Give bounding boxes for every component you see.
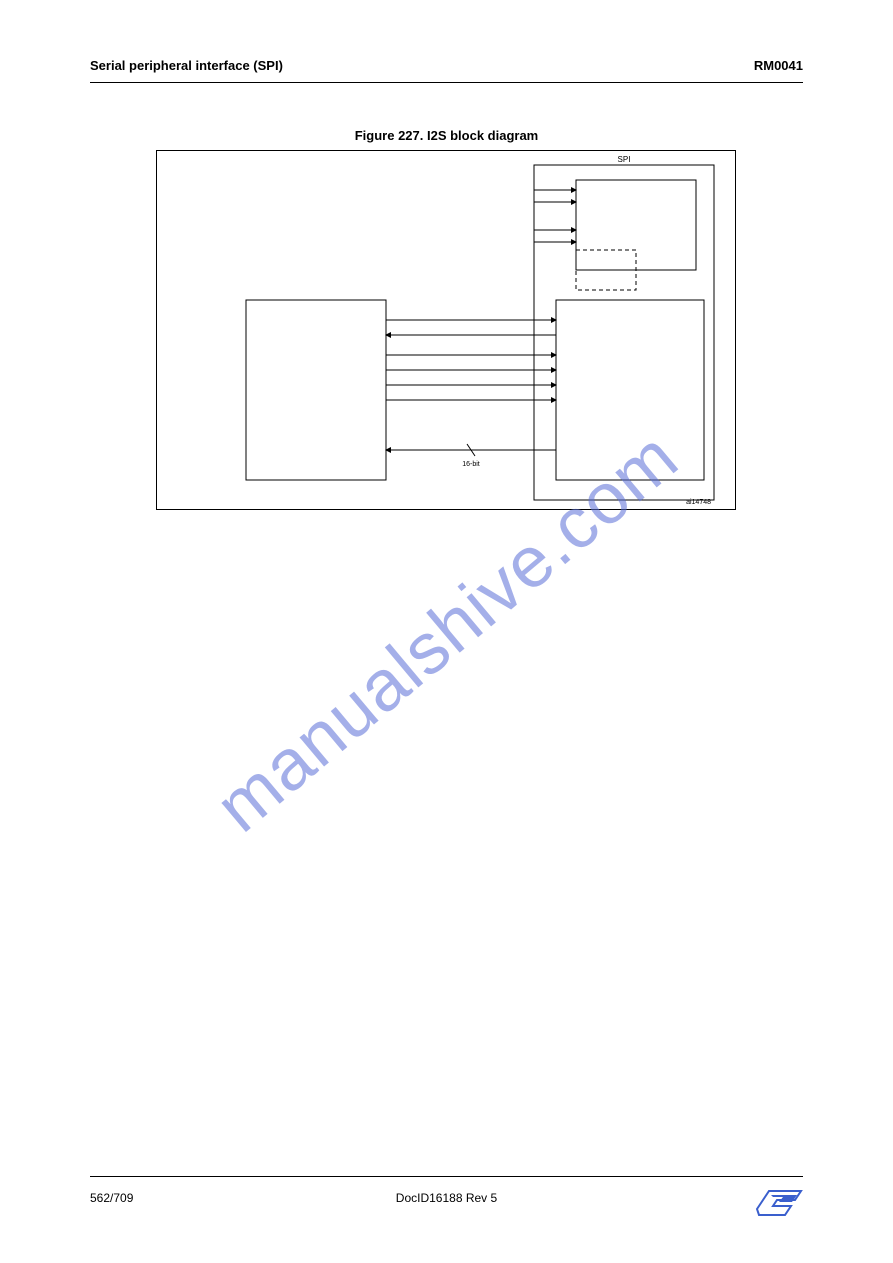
- footer-rule: [90, 1176, 803, 1177]
- spi-label: SPI: [618, 155, 631, 164]
- bus-width-label: 16-bit: [462, 461, 480, 468]
- left-block: [246, 300, 386, 480]
- spi-inner-box: [556, 300, 704, 480]
- header-title-left: Serial peripheral interface (SPI): [90, 58, 283, 73]
- st-logo: [755, 1187, 803, 1217]
- block-diagram: SPI 16-bit ai: [156, 150, 736, 510]
- header-rule: [90, 82, 803, 83]
- diagram-outer-frame: [157, 151, 736, 510]
- figure-ref-id: ai14748: [686, 499, 711, 506]
- page: Serial peripheral interface (SPI) RM0041…: [0, 0, 893, 1263]
- figure-caption: Figure 227. I2S block diagram: [0, 128, 893, 143]
- spi-container: [534, 165, 714, 500]
- header-title-right: RM0041: [754, 58, 803, 73]
